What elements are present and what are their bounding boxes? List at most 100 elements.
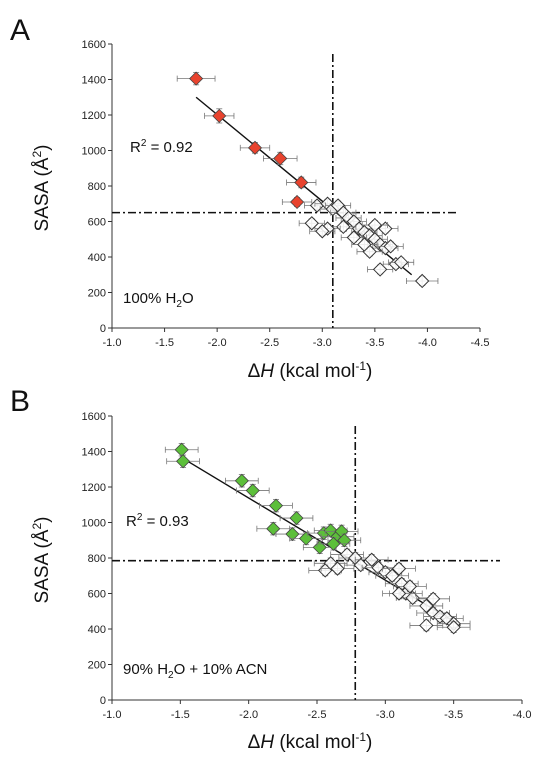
- x-tick-label: -1.0: [103, 337, 122, 349]
- r-squared-label: R2 = 0.93: [126, 512, 189, 530]
- diamond-marker: [393, 255, 409, 270]
- highlighted-point: [204, 108, 235, 124]
- open-point: [382, 561, 416, 576]
- y-tick-label: 200: [88, 288, 106, 300]
- open-point: [298, 216, 325, 231]
- data-points: [176, 71, 439, 289]
- diamond-marker: [383, 239, 398, 254]
- diamond-marker: [268, 498, 284, 513]
- plot-area: [111, 416, 522, 701]
- diamond-marker: [357, 237, 372, 252]
- diamond-marker: [304, 216, 319, 231]
- x-axis-title: ΔH (kcal mol-1): [248, 359, 373, 382]
- open-point: [409, 618, 444, 633]
- open-point: [320, 561, 355, 576]
- diamond-marker: [189, 71, 204, 86]
- y-tick-label: 0: [100, 695, 106, 707]
- diamond-marker: [371, 560, 386, 575]
- open-point: [361, 560, 396, 575]
- diamond-marker: [174, 442, 189, 457]
- highlighted-point: [256, 521, 291, 536]
- open-point: [377, 239, 404, 254]
- y-axis-title: SASA (Å2): [30, 145, 53, 232]
- x-tick-label: -2.0: [239, 709, 258, 721]
- diamond-marker: [391, 586, 407, 601]
- highlighted-point: [259, 498, 293, 513]
- diamond-marker: [299, 531, 314, 546]
- y-tick-label: 600: [88, 217, 106, 229]
- diamond-marker: [367, 217, 383, 233]
- diamond-marker: [391, 561, 407, 576]
- open-point: [388, 255, 415, 270]
- x-tick-label: -3.5: [444, 709, 463, 721]
- diamond-marker: [234, 473, 249, 488]
- open-point: [330, 219, 357, 235]
- diamond-marker: [446, 620, 461, 635]
- x-axis-title: ΔH (kcal mol-1): [248, 730, 373, 753]
- diamond-marker: [330, 561, 345, 576]
- x-tick-label: -3.0: [376, 709, 395, 721]
- diamond-marker: [336, 219, 351, 235]
- y-tick-label: 1200: [82, 110, 106, 122]
- highlighted-point: [164, 442, 199, 457]
- data-points: [164, 442, 471, 635]
- y-tick-label: 1000: [82, 146, 106, 158]
- diamond-marker: [405, 590, 420, 606]
- highlighted-point: [225, 473, 259, 488]
- open-point: [367, 262, 394, 277]
- y-tick-label: 800: [88, 181, 106, 193]
- y-tick-label: 200: [88, 660, 106, 672]
- diamond-marker: [419, 618, 434, 633]
- y-tick-label: 400: [88, 624, 106, 636]
- open-point: [351, 237, 378, 252]
- y-tick-label: 600: [88, 589, 106, 601]
- open-point: [309, 224, 336, 239]
- diamond-marker: [378, 221, 393, 236]
- y-tick-label: 1600: [82, 411, 106, 423]
- highlighted-point: [176, 71, 216, 86]
- r-squared-label: R2 = 0.92: [130, 138, 193, 156]
- y-tick-label: 1600: [82, 39, 106, 51]
- y-tick-label: 1200: [82, 482, 106, 494]
- tick-labels: -1.0 -1.5 -2.0 -2.5 -3.0 -3.5 -4.0 -4.5 0 200 400 6…: [82, 39, 490, 349]
- reference-lines: [112, 54, 458, 328]
- y-tick-label: 400: [88, 252, 106, 264]
- highlighted-point: [289, 531, 323, 546]
- y-axis-title: SASA (Å2): [30, 517, 53, 604]
- panel-a: A -1.0 -1.5 -2.0 -2.5 -3.0 -3.5 -4.0 -4.5 0 200 40…: [10, 14, 489, 382]
- diamond-marker: [285, 526, 300, 542]
- diamond-marker: [212, 108, 227, 123]
- diamond-marker: [315, 224, 330, 239]
- highlighted-point: [316, 536, 351, 551]
- open-point: [354, 552, 389, 567]
- x-tick-label: -1.5: [171, 709, 190, 721]
- highlighted-point: [281, 194, 313, 210]
- diamond-marker: [372, 262, 388, 277]
- open-point: [405, 273, 439, 289]
- condition-label: 100% H2O: [123, 290, 194, 310]
- open-point: [382, 586, 416, 601]
- condition-label: 90% H2O + 10% ACN: [123, 661, 267, 681]
- diamond-marker: [353, 557, 368, 573]
- highlighted-point: [263, 151, 298, 166]
- highlighted-point: [235, 483, 270, 498]
- panel-letter: B: [10, 385, 30, 418]
- diamond-marker: [273, 151, 288, 166]
- diamond-marker: [346, 230, 362, 245]
- x-tick-label: -2.0: [208, 337, 227, 349]
- diamond-marker: [326, 536, 341, 551]
- open-point: [416, 591, 450, 607]
- diamond-marker: [247, 140, 263, 155]
- x-tick-label: -4.0: [513, 709, 532, 721]
- y-tick-label: 800: [88, 553, 106, 565]
- diamond-marker: [289, 510, 304, 526]
- x-tick-label: -1.0: [103, 709, 122, 721]
- highlighted-point: [286, 175, 317, 190]
- highlighted-point: [166, 454, 200, 469]
- y-tick-label: 1400: [82, 75, 106, 87]
- x-tick-label: -1.5: [155, 337, 174, 349]
- x-tick-label: -4.0: [418, 337, 437, 349]
- diamond-marker: [289, 194, 305, 210]
- diamond-marker: [425, 591, 441, 607]
